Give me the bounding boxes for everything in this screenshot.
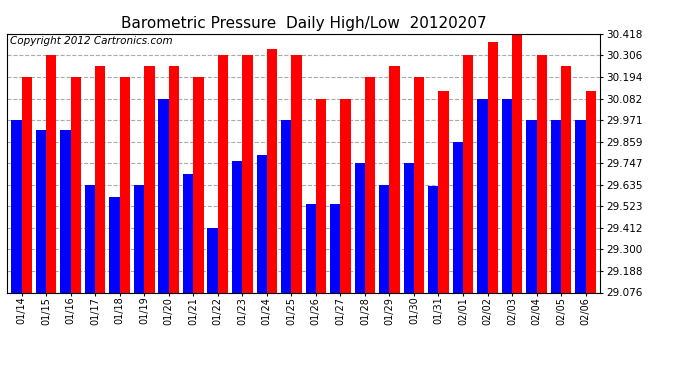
- Bar: [208, 228, 218, 292]
- Bar: [291, 56, 302, 292]
- Bar: [389, 66, 400, 292]
- Text: Copyright 2012 Cartronics.com: Copyright 2012 Cartronics.com: [10, 36, 172, 46]
- Bar: [512, 34, 522, 292]
- Bar: [404, 162, 414, 292]
- Bar: [70, 77, 81, 292]
- Bar: [281, 120, 291, 292]
- Bar: [438, 91, 449, 292]
- Bar: [355, 162, 365, 292]
- Bar: [453, 141, 463, 292]
- Bar: [463, 56, 473, 292]
- Title: Barometric Pressure  Daily High/Low  20120207: Barometric Pressure Daily High/Low 20120…: [121, 16, 486, 31]
- Bar: [561, 66, 571, 292]
- Bar: [257, 155, 267, 292]
- Bar: [36, 130, 46, 292]
- Bar: [316, 99, 326, 292]
- Bar: [169, 66, 179, 292]
- Bar: [575, 120, 586, 292]
- Bar: [46, 56, 57, 292]
- Bar: [526, 120, 537, 292]
- Bar: [159, 99, 169, 292]
- Bar: [95, 66, 106, 292]
- Bar: [330, 204, 340, 292]
- Bar: [193, 77, 204, 292]
- Bar: [232, 160, 242, 292]
- Bar: [60, 130, 70, 292]
- Bar: [537, 56, 547, 292]
- Bar: [183, 174, 193, 292]
- Bar: [110, 197, 119, 292]
- Bar: [267, 49, 277, 292]
- Bar: [119, 77, 130, 292]
- Bar: [242, 56, 253, 292]
- Bar: [586, 91, 596, 292]
- Bar: [502, 99, 512, 292]
- Bar: [134, 185, 144, 292]
- Bar: [11, 120, 21, 292]
- Bar: [306, 204, 316, 292]
- Bar: [428, 186, 438, 292]
- Bar: [365, 77, 375, 292]
- Bar: [21, 77, 32, 292]
- Bar: [85, 185, 95, 292]
- Bar: [488, 42, 497, 292]
- Bar: [414, 77, 424, 292]
- Bar: [551, 120, 561, 292]
- Bar: [379, 185, 389, 292]
- Bar: [144, 66, 155, 292]
- Bar: [340, 99, 351, 292]
- Bar: [477, 99, 488, 292]
- Bar: [218, 56, 228, 292]
